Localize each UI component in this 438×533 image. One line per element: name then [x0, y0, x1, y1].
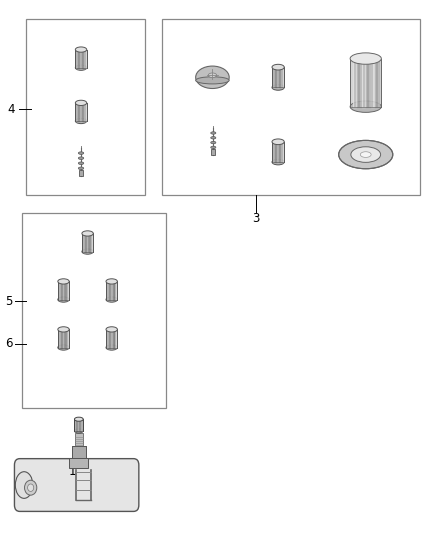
Circle shape	[25, 480, 37, 495]
Text: 3: 3	[253, 212, 260, 225]
Ellipse shape	[74, 417, 83, 421]
Bar	[272, 67, 284, 87]
Bar	[69, 458, 88, 468]
Ellipse shape	[78, 152, 84, 155]
Text: 6: 6	[5, 337, 13, 350]
Text: 5: 5	[5, 295, 12, 308]
Ellipse shape	[106, 345, 117, 350]
Ellipse shape	[208, 73, 217, 77]
Ellipse shape	[196, 77, 229, 84]
Ellipse shape	[211, 132, 216, 134]
Ellipse shape	[272, 139, 284, 144]
Ellipse shape	[211, 136, 216, 139]
FancyBboxPatch shape	[14, 458, 139, 512]
Bar	[75, 103, 87, 121]
Ellipse shape	[272, 159, 284, 165]
Bar	[75, 50, 87, 68]
Ellipse shape	[75, 100, 87, 106]
Text: 1: 1	[68, 465, 76, 478]
Ellipse shape	[78, 157, 84, 159]
Bar	[75, 433, 83, 447]
Ellipse shape	[272, 85, 284, 90]
Ellipse shape	[82, 231, 93, 236]
Ellipse shape	[15, 472, 33, 498]
Ellipse shape	[74, 429, 83, 433]
Bar	[211, 149, 215, 155]
Bar	[26, 19, 145, 195]
Ellipse shape	[339, 140, 393, 169]
Ellipse shape	[75, 65, 87, 70]
Bar	[74, 419, 83, 431]
Ellipse shape	[211, 146, 216, 149]
Bar	[82, 233, 93, 252]
Ellipse shape	[350, 101, 381, 112]
Ellipse shape	[351, 147, 381, 163]
Ellipse shape	[75, 47, 87, 52]
Bar	[58, 281, 69, 300]
Ellipse shape	[78, 162, 84, 165]
Ellipse shape	[196, 66, 229, 88]
Ellipse shape	[58, 327, 69, 332]
Ellipse shape	[58, 345, 69, 350]
Ellipse shape	[106, 297, 117, 302]
Ellipse shape	[211, 141, 216, 144]
Bar	[272, 142, 284, 162]
Ellipse shape	[82, 249, 93, 254]
Bar	[106, 329, 117, 348]
Bar	[79, 170, 83, 176]
Bar	[22, 213, 166, 408]
Bar	[162, 19, 420, 195]
Ellipse shape	[75, 118, 87, 124]
Ellipse shape	[58, 297, 69, 302]
Ellipse shape	[106, 279, 117, 284]
Bar	[350, 59, 381, 107]
Circle shape	[28, 484, 34, 491]
Bar	[58, 329, 69, 348]
Bar	[72, 446, 86, 458]
Ellipse shape	[106, 327, 117, 332]
Ellipse shape	[58, 279, 69, 284]
Text: 4: 4	[7, 103, 15, 116]
Bar	[106, 281, 117, 300]
Ellipse shape	[272, 64, 284, 70]
Ellipse shape	[350, 53, 381, 64]
Ellipse shape	[360, 152, 371, 157]
Ellipse shape	[78, 167, 84, 169]
